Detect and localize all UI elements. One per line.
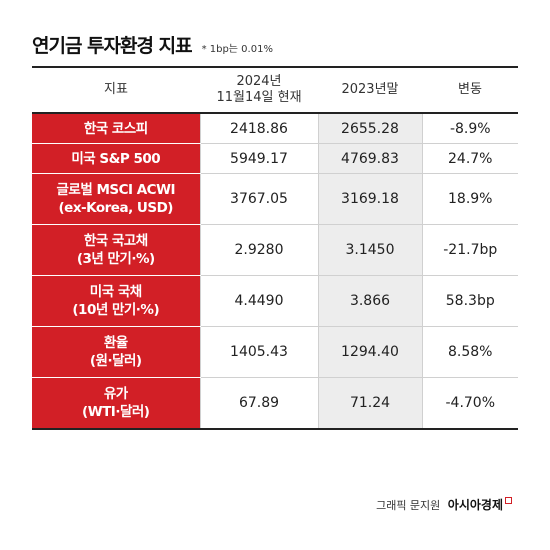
row-label-line1: 한국 국고채: [83, 233, 148, 249]
header-change: 변동: [422, 68, 518, 114]
cell-current: 67.89: [199, 377, 318, 430]
table-row: 한국 코스피 2418.86 2655.28 -8.9%: [32, 113, 518, 144]
cell-change: -21.7bp: [421, 224, 518, 276]
cell-prev: 3169.18: [317, 173, 422, 225]
brand-name: 아시아경제: [447, 498, 503, 512]
header-date-line2: 11월14일 현재: [216, 90, 302, 105]
cell-current: 3767.05: [199, 173, 318, 225]
cell-prev: 2655.28: [317, 113, 422, 144]
row-label: 미국 S&P 500: [32, 143, 200, 174]
cell-change: 8.58%: [421, 326, 518, 378]
header-date-line1: 2024년: [236, 74, 282, 89]
header-row: 지표 2024년 11월14일 현재 2023년말 변동: [32, 68, 518, 114]
row-label-line1: 환율: [103, 335, 128, 351]
row-label: 한국 코스피: [32, 113, 200, 144]
cell-current: 1405.43: [199, 326, 318, 378]
row-label: 글로벌 MSCI ACWI (ex-Korea, USD): [32, 173, 200, 225]
row-label: 한국 국고채 (3년 만기·%): [32, 224, 200, 276]
indicator-table: 지표 2024년 11월14일 현재 2023년말 변동 한국 코스피 2418…: [32, 68, 518, 430]
row-label-line2: (10년 만기·%): [72, 302, 160, 318]
row-label-line2: (원·달러): [89, 353, 142, 369]
cell-current: 2.9280: [199, 224, 318, 276]
header-indicator: 지표: [32, 68, 200, 114]
table-row: 미국 S&P 500 5949.17 4769.83 24.7%: [32, 143, 518, 174]
page-title: 연기금 투자환경 지표: [32, 35, 193, 57]
row-label-line1: 미국 S&P 500: [71, 150, 161, 167]
header-prev: 2023년말: [318, 68, 422, 114]
brand-logo-icon: [505, 497, 512, 504]
title-row: 연기금 투자환경 지표 * 1bp는 0.01%: [32, 28, 518, 68]
cell-prev: 3.1450: [317, 224, 422, 276]
row-label-line1: 미국 국채: [89, 284, 142, 300]
cell-change: -8.9%: [421, 113, 518, 144]
row-label: 미국 국채 (10년 만기·%): [32, 275, 200, 327]
cell-prev: 4769.83: [317, 143, 422, 174]
credit-author: 그래픽 문지원: [376, 499, 441, 512]
cell-current: 5949.17: [199, 143, 318, 174]
cell-current: 4.4490: [199, 275, 318, 327]
row-label-line1: 한국 코스피: [83, 120, 148, 137]
row-label: 환율 (원·달러): [32, 326, 200, 378]
row-label-line1: 글로벌 MSCI ACWI: [56, 182, 176, 198]
table-row: 유가 (WTI·달러) 67.89 71.24 -4.70%: [32, 377, 518, 430]
header-current-date: 2024년 11월14일 현재: [200, 68, 318, 114]
table-row: 미국 국채 (10년 만기·%) 4.4490 3.866 58.3bp: [32, 275, 518, 327]
row-label: 유가 (WTI·달러): [32, 377, 200, 430]
cell-change: 24.7%: [421, 143, 518, 174]
unit-note: * 1bp는 0.01%: [201, 44, 273, 55]
row-label-line2: (WTI·달러): [82, 404, 150, 420]
row-label-line2: (3년 만기·%): [76, 251, 155, 267]
table-row: 환율 (원·달러) 1405.43 1294.40 8.58%: [32, 326, 518, 378]
indicator-table-card: 연기금 투자환경 지표 * 1bp는 0.01% 지표 2024년 11월14일…: [32, 28, 518, 430]
cell-prev: 1294.40: [317, 326, 422, 378]
table-row: 한국 국고채 (3년 만기·%) 2.9280 3.1450 -21.7bp: [32, 224, 518, 276]
cell-prev: 3.866: [317, 275, 422, 327]
cell-change: -4.70%: [421, 377, 518, 430]
cell-change: 18.9%: [421, 173, 518, 225]
table-row: 글로벌 MSCI ACWI (ex-Korea, USD) 3767.05 31…: [32, 173, 518, 225]
cell-prev: 71.24: [317, 377, 422, 430]
cell-current: 2418.86: [199, 113, 318, 144]
credit-line: 그래픽 문지원 아시아경제: [376, 496, 512, 513]
row-label-line2: (ex-Korea, USD): [58, 200, 174, 216]
row-label-line1: 유가: [103, 386, 128, 402]
cell-change: 58.3bp: [421, 275, 518, 327]
